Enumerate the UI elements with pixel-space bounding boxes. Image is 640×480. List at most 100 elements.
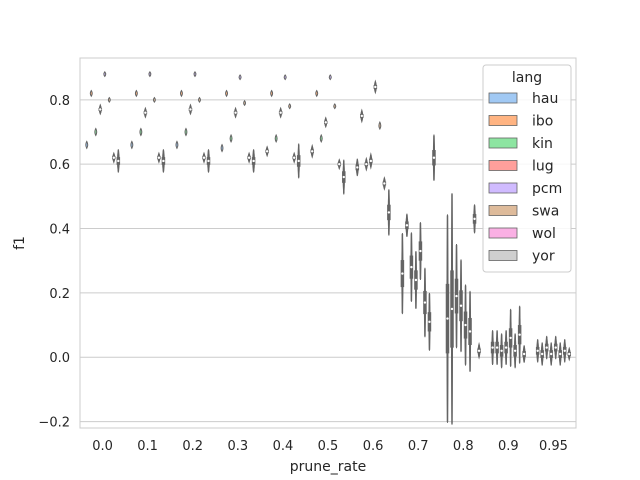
violin-hau bbox=[130, 140, 134, 150]
violin-median bbox=[202, 156, 206, 159]
violin-median bbox=[491, 346, 494, 349]
violin-median bbox=[297, 159, 300, 163]
violin-median bbox=[112, 156, 116, 159]
violin-median bbox=[495, 346, 499, 349]
violin-median bbox=[207, 159, 210, 163]
x-tick-label: 0.8 bbox=[453, 439, 474, 454]
violin-ibo bbox=[225, 89, 228, 98]
violins bbox=[85, 70, 571, 425]
violin-hau bbox=[85, 140, 89, 150]
violin-median bbox=[550, 352, 553, 356]
legend-swatch-wol bbox=[488, 227, 518, 239]
y-axis-label: f1 bbox=[12, 236, 28, 250]
x-tick-label: 0.4 bbox=[273, 439, 294, 454]
violin-hau bbox=[175, 140, 179, 150]
violin-median bbox=[383, 182, 386, 185]
violin-median bbox=[432, 156, 436, 159]
x-tick-label: 0.2 bbox=[182, 439, 203, 454]
violin-median bbox=[338, 162, 341, 166]
violin-pcm bbox=[148, 70, 152, 78]
plot-frame bbox=[79, 57, 577, 429]
legend-swatch-yor bbox=[488, 250, 518, 261]
violin-median bbox=[554, 346, 557, 349]
legend-swatch-lug bbox=[488, 160, 518, 171]
violin-kin bbox=[229, 133, 233, 143]
x-tick-label: 0.1 bbox=[137, 439, 158, 454]
violin-median bbox=[477, 349, 481, 352]
violin-median bbox=[365, 162, 368, 166]
legend-label-ibo: ibo bbox=[532, 114, 553, 130]
legend-swatch-ibo bbox=[488, 115, 518, 126]
violin-median bbox=[387, 211, 391, 214]
violin-median bbox=[189, 108, 192, 111]
legend-label-yor: yor bbox=[532, 249, 555, 265]
violin-median bbox=[568, 352, 571, 356]
violin-median bbox=[419, 249, 422, 253]
violin-median bbox=[342, 175, 345, 179]
violin-hau bbox=[220, 143, 224, 153]
y-tick-label: 0.4 bbox=[49, 223, 70, 238]
legend-label-pcm: pcm bbox=[532, 181, 562, 197]
legend-swatch-pcm bbox=[488, 182, 518, 194]
violin-kin bbox=[319, 133, 323, 143]
violin-median bbox=[464, 323, 467, 327]
violin-swa bbox=[333, 103, 337, 110]
x-tick-label: 0.9 bbox=[498, 439, 519, 454]
violin-median bbox=[324, 121, 327, 124]
violin-swa bbox=[243, 99, 247, 107]
violin-median bbox=[540, 352, 544, 356]
violin-median bbox=[522, 352, 526, 356]
violin-median bbox=[117, 159, 120, 163]
violin-median bbox=[450, 307, 454, 311]
violin-median bbox=[252, 159, 255, 163]
violin-median bbox=[559, 352, 562, 356]
violin-median bbox=[405, 224, 409, 227]
y-tick-label: −0.2 bbox=[38, 416, 70, 431]
violin-pcm bbox=[328, 74, 332, 81]
y-tick-label: 0.8 bbox=[49, 94, 70, 109]
violin-median bbox=[279, 111, 282, 114]
violin-median bbox=[265, 150, 269, 153]
violin-median bbox=[500, 349, 503, 352]
violin-swa bbox=[198, 96, 201, 103]
legend-label-lug: lug bbox=[532, 159, 554, 175]
violin-swa bbox=[288, 103, 292, 110]
violin-median bbox=[360, 114, 364, 118]
violin-median bbox=[513, 349, 517, 352]
violin-kin bbox=[184, 127, 188, 137]
violin-median bbox=[356, 166, 359, 169]
violin-median bbox=[369, 159, 373, 163]
legend-label-kin: kin bbox=[532, 136, 553, 152]
x-axis-label: prune_rate bbox=[290, 459, 366, 475]
violin-ibo bbox=[315, 89, 319, 98]
violin-swa bbox=[378, 121, 382, 131]
legend-title: lang bbox=[512, 70, 542, 86]
violin-kin bbox=[274, 133, 278, 143]
violin-ibo bbox=[180, 89, 183, 98]
x-tick-label: 0.5 bbox=[318, 439, 339, 454]
violin-pcm bbox=[103, 70, 107, 78]
violin-swa bbox=[107, 96, 111, 103]
violin-ibo bbox=[134, 89, 138, 98]
x-tick-label: 0.0 bbox=[92, 439, 113, 454]
violin-kin bbox=[139, 127, 143, 137]
violin-median bbox=[563, 349, 566, 352]
violin-median bbox=[414, 278, 418, 282]
violin-median bbox=[504, 346, 508, 349]
legend-label-swa: swa bbox=[532, 204, 559, 220]
violin-median bbox=[292, 156, 296, 159]
legend-swatch-hau bbox=[488, 92, 518, 104]
violin-median bbox=[446, 317, 449, 320]
violin-median bbox=[311, 150, 314, 153]
violin-median bbox=[144, 111, 147, 114]
violin-pcm bbox=[193, 70, 197, 78]
violin-pcm bbox=[238, 74, 242, 81]
violin-median bbox=[468, 330, 472, 333]
violin-ibo bbox=[89, 89, 93, 98]
violin-median bbox=[423, 301, 427, 304]
violin-ibo bbox=[270, 89, 274, 98]
violin-kin bbox=[94, 127, 98, 137]
x-tick-label: 0.3 bbox=[227, 439, 248, 454]
legend: lang hau ibo kin lug pcm swa wol yor bbox=[482, 64, 572, 273]
legend-label-hau: hau bbox=[532, 91, 558, 107]
